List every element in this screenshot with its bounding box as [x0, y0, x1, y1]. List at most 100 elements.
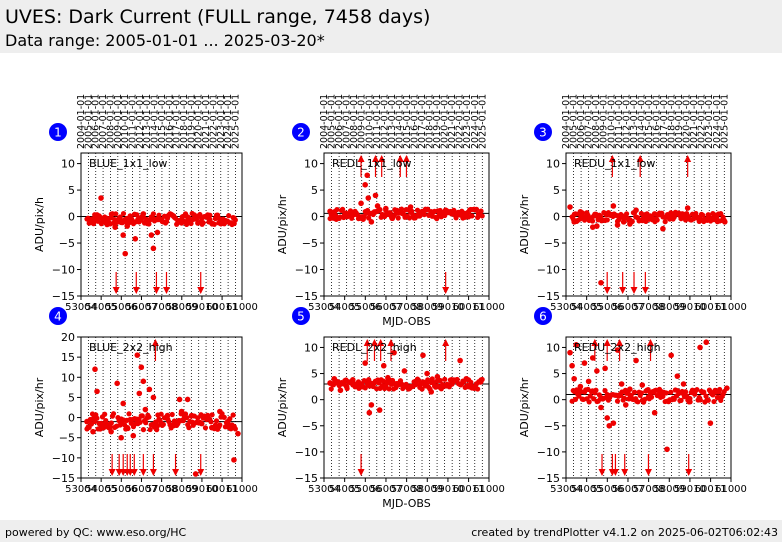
- data-point: [108, 428, 114, 435]
- panel-number-badge: [534, 123, 552, 141]
- data-point: [94, 212, 100, 218]
- data-point: [572, 396, 579, 402]
- data-point: [577, 208, 584, 215]
- panel-1: 2004-01-012005-01-012006-01-012007-01-01…: [33, 94, 258, 313]
- page-footer: powered by QC: www.eso.org/HC created by…: [0, 520, 782, 542]
- x-tick-label: 55006: [349, 302, 381, 313]
- offscale-arrow-down-head: [197, 287, 205, 294]
- x-tick-label: 55006: [105, 302, 137, 313]
- date-tick-label: 2016-01-01: [409, 94, 420, 149]
- data-point: [589, 355, 596, 361]
- date-tick-label: 2013-01-01: [629, 94, 640, 149]
- data-point: [170, 213, 177, 219]
- x-tick-label: 58009: [653, 484, 685, 495]
- data-point: [136, 390, 143, 397]
- x-tick-label: 58009: [411, 484, 443, 495]
- y-axis-label: ADU/pix/hr: [276, 377, 289, 437]
- data-point: [645, 394, 652, 400]
- x-tick-label: 59010: [186, 302, 218, 313]
- x-tick-label: 55006: [349, 484, 381, 495]
- data-point: [722, 219, 728, 225]
- date-tick-label: 2015-01-01: [644, 94, 655, 149]
- data-point: [328, 386, 334, 392]
- y-tick-label: −15: [295, 472, 318, 485]
- data-point: [180, 418, 186, 424]
- offscale-arrow-up-head: [608, 155, 616, 162]
- data-point: [231, 457, 237, 463]
- date-tick-label: 2006-01-01: [576, 94, 587, 149]
- data-point: [206, 216, 213, 223]
- data-point: [621, 395, 627, 401]
- data-point: [614, 222, 621, 228]
- data-point: [697, 344, 703, 351]
- data-point: [569, 362, 575, 369]
- y-tick-label: −5: [59, 432, 75, 445]
- data-point: [134, 212, 140, 218]
- offscale-arrow-down-head: [152, 287, 160, 294]
- data-point: [232, 426, 238, 432]
- data-point: [420, 352, 426, 359]
- y-axis-label: ADU/pix/hr: [33, 377, 46, 437]
- y-tick-label: −5: [302, 420, 318, 433]
- y-tick-label: 20: [61, 331, 75, 344]
- date-tick-label: 2021-01-01: [689, 94, 700, 149]
- data-point: [223, 217, 229, 224]
- date-tick-label: 2020-01-01: [682, 94, 693, 149]
- data-point: [117, 214, 123, 220]
- data-series: [567, 203, 728, 286]
- data-point: [567, 204, 573, 210]
- data-point: [138, 364, 145, 371]
- data-point: [631, 389, 638, 395]
- date-tick-label: 2007-01-01: [98, 94, 109, 149]
- data-point: [610, 420, 617, 426]
- x-tick-label: 60011: [453, 484, 485, 495]
- data-point: [376, 407, 383, 413]
- data-point: [654, 217, 660, 223]
- data-point: [386, 386, 392, 392]
- x-tick-label: 53004: [308, 302, 340, 313]
- data-point: [638, 390, 644, 396]
- offscale-arrow-up-head: [603, 339, 611, 346]
- x-axis-label: MJD-OBS: [382, 497, 430, 510]
- y-axis-label: ADU/pix/hr: [518, 377, 531, 437]
- data-point: [94, 388, 100, 395]
- data-point: [457, 357, 463, 364]
- data-point: [434, 373, 441, 380]
- x-axis-label: MJD-OBS: [382, 315, 430, 328]
- y-tick-label: 5: [311, 184, 318, 197]
- footer-credit[interactable]: powered by QC: www.eso.org/HC: [5, 526, 187, 539]
- date-tick-label: 2015-01-01: [157, 94, 168, 149]
- x-tick-label: 60011: [206, 302, 238, 313]
- data-point: [221, 414, 227, 420]
- data-point: [623, 211, 630, 217]
- offscale-arrow-down-head: [357, 469, 365, 476]
- data-series: [327, 172, 485, 225]
- offscale-arrow-down-head: [611, 469, 619, 476]
- data-point: [154, 229, 161, 236]
- panel-4: 20 15 10 5 0 −5 −10 −15530045400555006560075700…: [33, 307, 258, 495]
- data-point: [110, 411, 117, 417]
- date-tick-label: 2017-01-01: [417, 94, 428, 149]
- offscale-arrow-up-head: [377, 339, 385, 346]
- x-tick-label: 56007: [370, 302, 402, 313]
- data-point: [358, 200, 364, 207]
- data-point: [334, 206, 340, 213]
- data-point: [146, 414, 152, 420]
- panel-number-badge: [534, 307, 552, 325]
- data-point: [140, 378, 147, 385]
- data-point: [202, 425, 209, 431]
- data-point: [184, 396, 191, 403]
- data-point: [142, 406, 149, 413]
- plot-frame: [80, 336, 243, 479]
- x-tick-label: 53004: [550, 484, 582, 495]
- data-point: [217, 408, 223, 415]
- offscale-arrow-up-head: [402, 155, 410, 162]
- date-tick-label: 2005-01-01: [569, 94, 580, 149]
- data-point: [188, 412, 195, 419]
- data-point: [368, 402, 375, 408]
- y-tick-label: −15: [295, 290, 318, 303]
- date-tick-label: 2018-01-01: [667, 94, 678, 149]
- offscale-arrow-up-head: [442, 339, 450, 346]
- data-point: [143, 420, 149, 426]
- data-point: [122, 250, 129, 257]
